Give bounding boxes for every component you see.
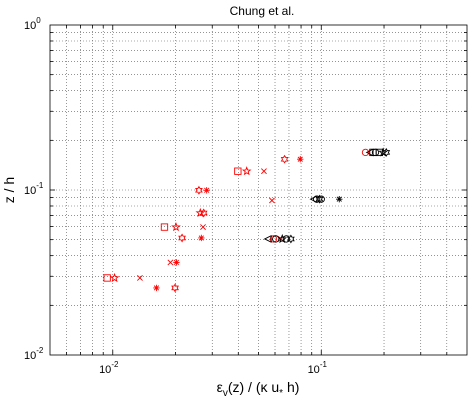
data-point [178, 233, 186, 243]
data-point [109, 272, 120, 283]
data-point [287, 234, 295, 244]
y-axis-label: z / h [1, 177, 17, 203]
data-point [171, 221, 181, 232]
data-point [282, 235, 290, 243]
data-point [280, 154, 289, 164]
data-point [167, 259, 174, 266]
data-point [199, 208, 208, 218]
x-tick-label: 10-1 [308, 360, 328, 376]
x-axis-label: εv(z) / (κ u* h) [217, 379, 300, 399]
data-point [297, 155, 304, 163]
data-point [375, 148, 384, 157]
y-tick-label: 10-2 [24, 346, 44, 362]
data-point [371, 148, 380, 157]
data-point [269, 235, 278, 243]
data-point [317, 195, 325, 203]
data-point [272, 235, 280, 243]
y-tick-label: 100 [24, 16, 41, 32]
data-point [261, 168, 267, 175]
x-label-epsilon: ε [217, 379, 223, 395]
data-point [153, 284, 160, 292]
data-point [315, 194, 324, 204]
x-label-sub-v: v [223, 388, 228, 399]
data-points [103, 147, 391, 293]
data-point [200, 224, 206, 231]
data-point [277, 233, 288, 244]
axis-ticks: 10-2 10-1 10-2 10-1 100 [24, 16, 467, 376]
x-tick-label: 10-2 [99, 360, 119, 376]
data-point [195, 185, 203, 195]
data-point [171, 283, 179, 293]
data-point [103, 274, 111, 282]
chart-title: Chung et al. [230, 4, 295, 18]
data-point [263, 235, 272, 243]
data-point [382, 147, 391, 157]
data-point [160, 223, 169, 231]
x-label-middle: (z) / (κ u [228, 379, 279, 395]
data-point [198, 234, 205, 242]
data-point [234, 167, 242, 175]
data-point [203, 187, 210, 194]
data-point [137, 275, 143, 281]
data-point [241, 166, 252, 176]
y-tick-label: 10-1 [24, 181, 44, 197]
data-point [361, 148, 370, 157]
data-point [312, 195, 321, 203]
x-label-end: h) [283, 379, 299, 395]
data-point [336, 195, 343, 203]
grid-lines [50, 25, 467, 355]
data-point [269, 197, 275, 204]
data-point [173, 259, 180, 266]
x-label-sub-star: * [279, 388, 283, 399]
